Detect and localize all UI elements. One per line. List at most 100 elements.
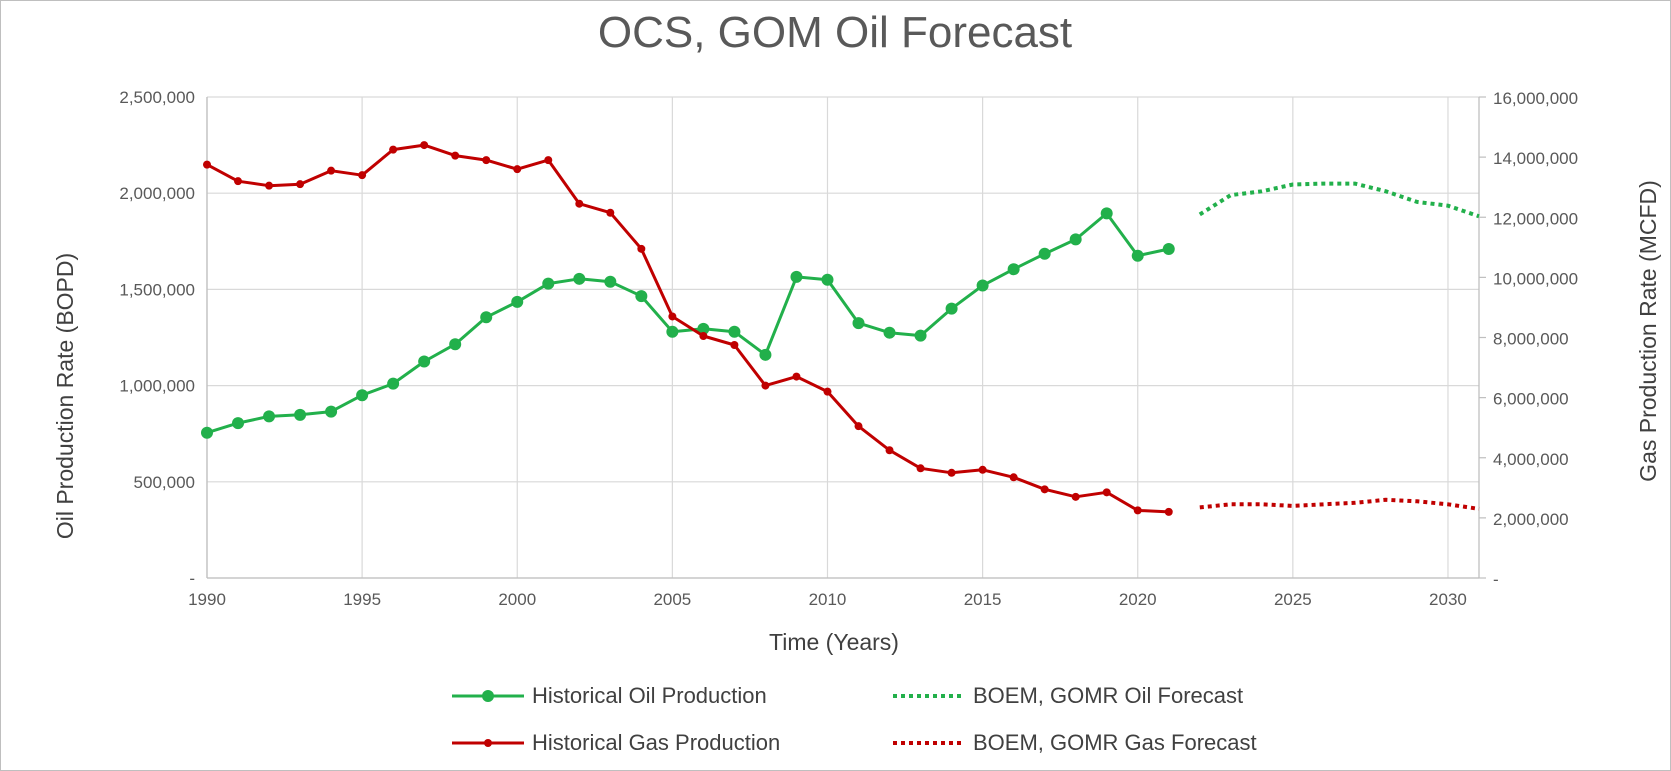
data-point [699, 331, 708, 340]
data-point [945, 302, 958, 315]
left-tick-label: 1,500,000 [119, 280, 195, 299]
left-axis-ticks: - 500,000 1,000,000 1,500,000 2,000,000 2,500… [119, 88, 195, 588]
data-point [730, 341, 739, 350]
data-point [327, 166, 336, 175]
data-point [1102, 488, 1111, 497]
data-point [480, 311, 493, 324]
x-tick-label: 2015 [964, 590, 1002, 609]
data-point [883, 326, 896, 339]
data-point [821, 273, 834, 286]
right-axis-ticks: - 2,000,000 4,000,000 6,000,000 8,000,000 10,… [1479, 89, 1578, 589]
data-point [668, 312, 677, 321]
data-point [916, 464, 925, 473]
data-point [296, 180, 305, 189]
legend-label: BOEM, GOMR Gas Forecast [973, 730, 1257, 755]
data-point [1009, 473, 1018, 482]
series-line-0 [206, 211, 1170, 435]
data-point [1040, 485, 1049, 494]
data-point [1071, 492, 1080, 501]
data-point [451, 151, 460, 160]
x-tick-label: 2025 [1274, 590, 1312, 609]
legend-marker [484, 739, 492, 747]
legend-label: Historical Oil Production [532, 683, 767, 708]
data-point [978, 465, 987, 474]
data-point [358, 171, 367, 180]
x-tick-label: 2005 [653, 590, 691, 609]
data-point [1038, 247, 1051, 260]
data-point [728, 325, 741, 338]
data-point [1131, 249, 1144, 262]
data-point [637, 244, 646, 253]
series-line-1 [1198, 181, 1480, 219]
chart-title: OCS, GOM Oil Forecast [598, 8, 1072, 57]
right-tick-label: 6,000,000 [1493, 390, 1569, 409]
left-tick-label: 1,000,000 [119, 377, 195, 396]
data-point [823, 387, 832, 396]
legend-marker [482, 690, 494, 702]
data-point [418, 355, 431, 368]
legend: Historical Oil Production BOEM, GOMR Oil … [452, 683, 1257, 755]
right-tick-label: 14,000,000 [1493, 149, 1578, 168]
right-tick-label: 8,000,000 [1493, 330, 1569, 349]
right-tick-label: 16,000,000 [1493, 89, 1578, 108]
data-point [265, 181, 274, 190]
data-point [604, 275, 617, 288]
data-point [761, 381, 770, 390]
left-tick-label: 500,000 [134, 473, 195, 492]
data-point [294, 408, 307, 421]
data-point [1133, 506, 1142, 515]
data-point [606, 208, 615, 217]
data-point [511, 295, 524, 308]
x-axis-ticks: 1990 1995 2000 2005 2010 2015 2020 2025 2030 [188, 590, 1467, 609]
x-tick-label: 2010 [809, 590, 847, 609]
data-point [201, 426, 213, 439]
x-tick-label: 2000 [498, 590, 536, 609]
series-line-3 [1199, 497, 1480, 511]
data-point [389, 145, 398, 154]
right-tick-label: 2,000,000 [1493, 510, 1569, 529]
left-tick-label: 2,000,000 [119, 184, 195, 203]
legend-label: BOEM, GOMR Oil Forecast [973, 683, 1243, 708]
data-point [666, 325, 679, 338]
right-tick-label: - [1493, 570, 1499, 589]
data-point [387, 377, 400, 390]
data-point [356, 389, 369, 402]
data-point [976, 279, 989, 292]
legend-entry: BOEM, GOMR Gas Forecast [893, 730, 1257, 755]
right-tick-label: 10,000,000 [1493, 269, 1578, 288]
data-point [1162, 242, 1175, 255]
data-point [1069, 233, 1082, 246]
data-point [852, 317, 865, 330]
x-tick-label: 1990 [188, 590, 226, 609]
grid [206, 96, 1479, 579]
data-point [420, 141, 429, 150]
x-axis-label: Time (Years) [769, 629, 899, 655]
data-point [544, 156, 553, 165]
data-point [482, 156, 491, 165]
series-line-2 [206, 143, 1169, 514]
y-axis-label-right: Gas Production Rate (MCFD) [1635, 180, 1661, 482]
data-point [759, 348, 772, 361]
data-point [325, 405, 338, 418]
legend-entry: Historical Oil Production [452, 683, 767, 708]
right-tick-label: 4,000,000 [1493, 450, 1569, 469]
data-point [914, 329, 927, 342]
data-point [513, 165, 522, 174]
data-point [449, 338, 462, 351]
x-tick-label: 2030 [1429, 590, 1467, 609]
left-tick-label: - [189, 569, 195, 588]
plot-area [201, 141, 1480, 516]
data-point [573, 272, 586, 285]
data-point [947, 468, 956, 477]
data-point [234, 177, 243, 186]
data-point [542, 277, 555, 290]
data-point [790, 270, 803, 283]
legend-entry: BOEM, GOMR Oil Forecast [893, 683, 1243, 708]
y-axis-label-left: Oil Production Rate (BOPD) [52, 253, 78, 539]
data-point [575, 199, 584, 208]
data-point [232, 417, 245, 430]
data-point [1007, 263, 1020, 276]
legend-label: Historical Gas Production [532, 730, 780, 755]
